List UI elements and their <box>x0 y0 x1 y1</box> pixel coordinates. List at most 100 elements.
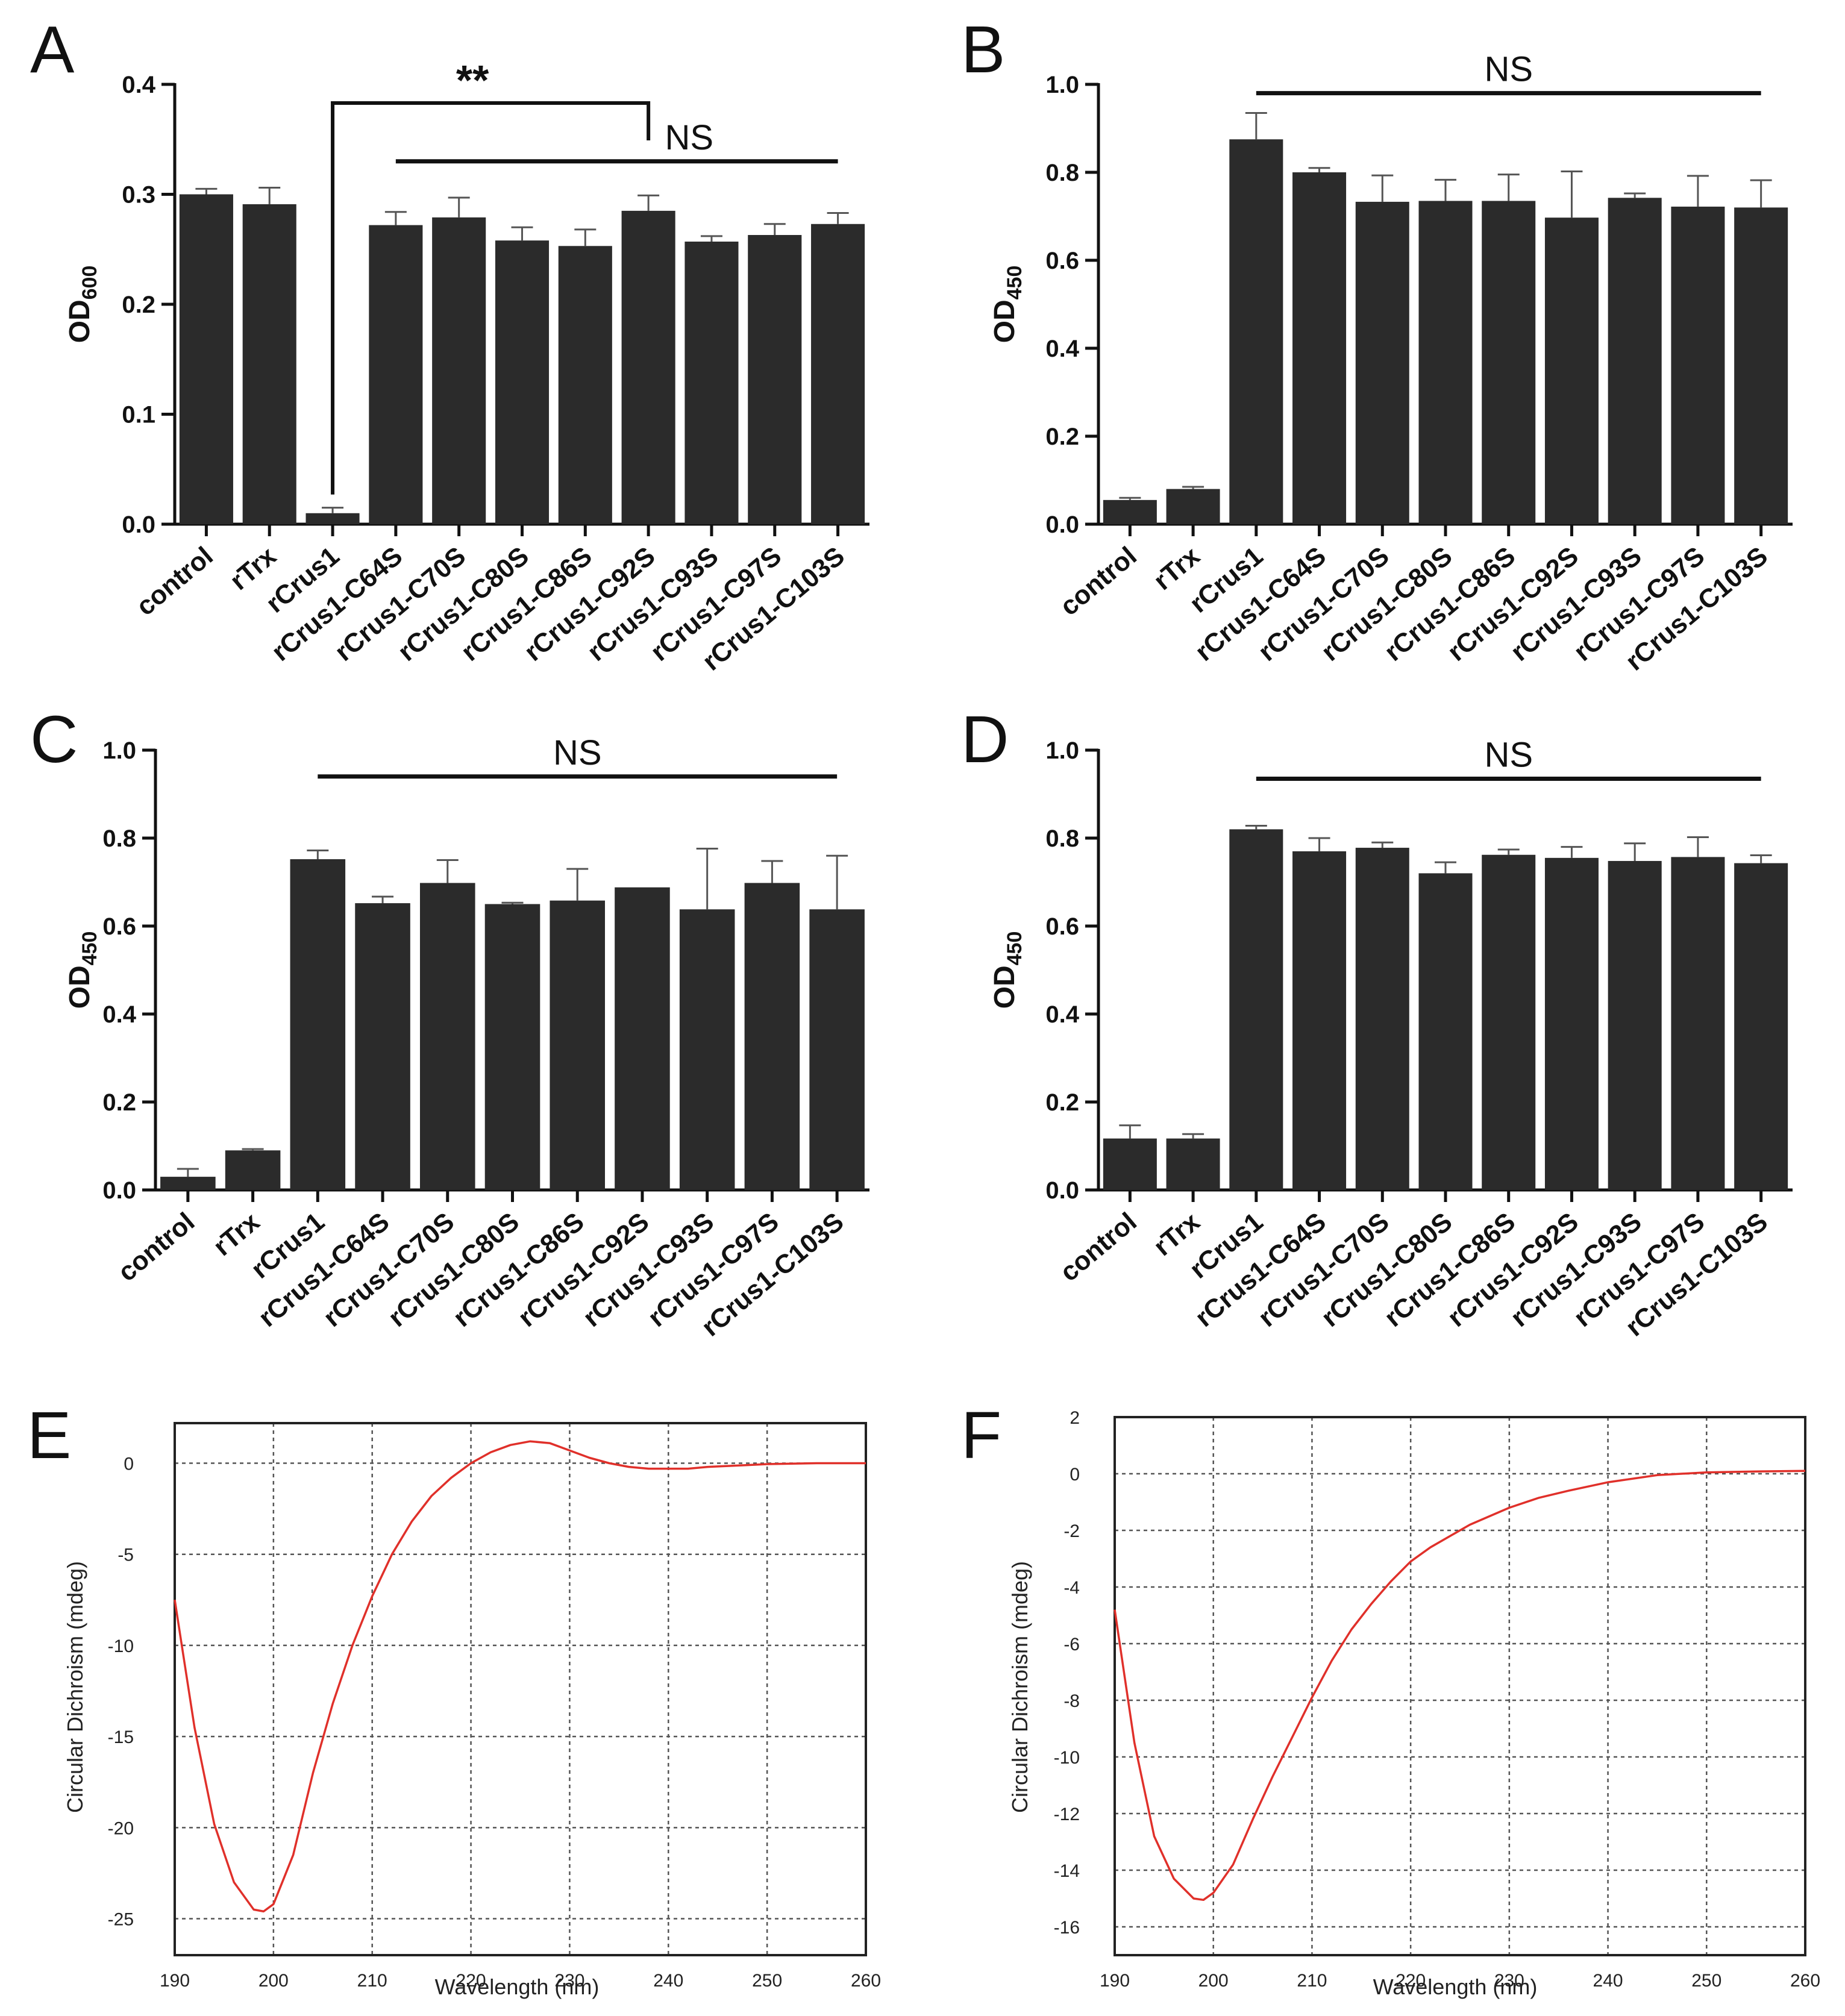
y-tick-label: -5 <box>117 1545 134 1565</box>
bar <box>744 883 800 1190</box>
bar <box>615 887 670 1190</box>
bar <box>179 194 233 524</box>
x-tick-label: control <box>1054 541 1142 621</box>
y-axis-label-sub: 600 <box>78 266 101 300</box>
x-tick-label: 250 <box>1691 1971 1721 1991</box>
bar <box>1734 863 1788 1190</box>
bar <box>684 241 739 524</box>
y-tick-label: 0.2 <box>1045 424 1079 450</box>
bar <box>1292 172 1347 524</box>
y-tick-label: -2 <box>1063 1521 1080 1541</box>
bar <box>679 909 735 1190</box>
y-tick-label: 1.0 <box>102 737 136 764</box>
bar <box>1166 1138 1220 1190</box>
y-tick-label: 0.3 <box>122 182 155 208</box>
panel-letter: E <box>27 1398 71 1473</box>
y-axis-label: OD450 <box>989 266 1026 343</box>
bar <box>242 204 296 524</box>
bar <box>748 235 802 524</box>
bar <box>432 217 486 524</box>
panel-letter: D <box>961 703 1009 777</box>
y-tick-label: 0.8 <box>102 825 136 852</box>
y-tick-label: 0.0 <box>1045 1177 1079 1204</box>
y-tick-label: 0.1 <box>122 402 155 428</box>
panel-letter: A <box>30 13 75 87</box>
bar <box>1734 207 1788 524</box>
bar <box>1355 201 1409 524</box>
y-axis-label-main: OD <box>989 299 1021 343</box>
bar <box>225 1150 281 1190</box>
significance-label: ** <box>456 57 489 104</box>
cd-spectrum-line <box>1114 1470 1806 1902</box>
y-tick-label: 0 <box>124 1454 134 1474</box>
x-tick-label: control <box>113 1207 201 1287</box>
significance-label: NS <box>1484 50 1533 89</box>
bar <box>811 224 865 524</box>
x-axis-label: Wavelength (nm) <box>1373 1974 1538 1999</box>
x-tick-label: 190 <box>1100 1971 1130 1991</box>
y-axis-label-sub: 450 <box>1003 266 1026 300</box>
bar <box>419 883 475 1190</box>
panel-letter: C <box>30 703 78 777</box>
y-tick-label: 0.4 <box>1045 1001 1079 1028</box>
bar <box>355 903 410 1190</box>
panel-letter: B <box>961 13 1005 87</box>
y-axis-label: Circular Dichroism (mdeg) <box>1007 1561 1032 1813</box>
y-axis-label-main: OD <box>989 965 1021 1009</box>
x-tick-label: 200 <box>258 1971 289 1991</box>
bar <box>1292 851 1347 1190</box>
bar <box>290 859 346 1190</box>
bar <box>1355 848 1409 1190</box>
bar <box>1103 499 1157 524</box>
y-tick-label: 0.8 <box>1045 825 1079 852</box>
y-tick-label: 0.6 <box>1045 248 1079 274</box>
y-axis-label-main: OD <box>64 965 96 1009</box>
significance-label: NS <box>1484 735 1533 774</box>
bar <box>1608 198 1662 525</box>
y-tick-label: -25 <box>108 1910 134 1930</box>
y-tick-label: -8 <box>1063 1691 1080 1711</box>
x-tick-label: 230 <box>1494 1971 1524 1991</box>
bar <box>305 513 360 524</box>
x-tick-label: 240 <box>1593 1971 1623 1991</box>
x-tick-label: 250 <box>752 1971 782 1991</box>
bar <box>1482 854 1536 1190</box>
bar <box>369 225 423 524</box>
bar <box>550 900 606 1190</box>
y-tick-label: -14 <box>1054 1861 1080 1881</box>
bar <box>1671 857 1725 1190</box>
y-tick-label: 0.2 <box>102 1089 136 1116</box>
y-tick-label: 1.0 <box>1045 72 1079 98</box>
y-axis-label-main: OD <box>64 299 96 343</box>
x-tick-label: 190 <box>160 1971 190 1991</box>
panel-f: F 190 200 210 220 230 240 250 260 2 0 -2 -4 -6 -8 -10 -1… <box>961 1398 1820 1999</box>
y-axis-label: OD450 <box>989 931 1026 1009</box>
bar <box>495 240 550 524</box>
x-tick-label: control <box>131 541 219 621</box>
bar <box>1544 218 1599 524</box>
x-tick-label: 260 <box>1790 1971 1820 1991</box>
plot-frame <box>174 1422 867 1956</box>
y-tick-label: 0.6 <box>102 913 136 940</box>
bar <box>1103 1138 1157 1190</box>
y-tick-label: 0.4 <box>102 1001 136 1028</box>
bar <box>1671 206 1725 524</box>
y-tick-label: -10 <box>1054 1748 1080 1768</box>
x-axis-label: Wavelength (nm) <box>435 1974 600 1999</box>
x-tick-label: 240 <box>653 1971 683 1991</box>
y-tick-label: 0.8 <box>1045 160 1079 186</box>
panel-letter: F <box>961 1398 1001 1473</box>
x-tick-label: 230 <box>554 1971 584 1991</box>
y-tick-label: 0.4 <box>122 72 155 98</box>
y-tick-label: -10 <box>108 1636 134 1656</box>
y-tick-label: 0.0 <box>122 512 155 538</box>
y-tick-label: -6 <box>1063 1635 1080 1654</box>
y-tick-label: -20 <box>108 1818 134 1838</box>
plot-frame <box>1114 1416 1806 1956</box>
bar <box>1229 829 1283 1190</box>
bar <box>1418 873 1473 1190</box>
